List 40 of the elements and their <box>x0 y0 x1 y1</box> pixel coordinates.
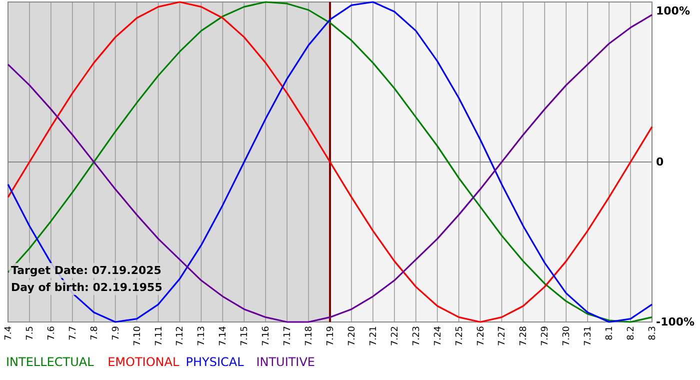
text: EMOTIONAL <box>108 355 180 369</box>
x-tick-label: 7.21 <box>368 326 379 346</box>
x-tick-label: 7.12 <box>176 326 186 346</box>
x-tick-label: 7.30 <box>562 326 572 346</box>
x-tick-label: 7.14 <box>218 326 229 346</box>
x-tick-label: 7.17 <box>283 326 294 346</box>
text: INTUITIVE <box>256 355 316 369</box>
x-tick-label: 7.8 <box>90 326 100 340</box>
x-tick-label: 7.23 <box>412 326 422 346</box>
x-tick-label: 7.31 <box>584 326 594 346</box>
x-tick-label: 7.13 <box>197 326 208 346</box>
x-tick-label: 7.25 <box>454 326 465 346</box>
x-tick-label: 7.4 <box>4 326 14 340</box>
text: INTELLECTUAL <box>6 355 94 369</box>
x-tick-label: 7.29 <box>540 326 551 346</box>
x-tick-label: 7.6 <box>46 326 57 340</box>
x-tick-label: 7.9 <box>111 326 122 340</box>
x-tick-label: 7.10 <box>132 326 143 346</box>
x-tick-label: 7.24 <box>433 326 444 346</box>
x-tick-label: 7.11 <box>154 326 164 346</box>
text: PHYSICAL <box>186 355 244 369</box>
x-tick-label: 8.1 <box>605 326 616 340</box>
x-tick-label: 8.2 <box>626 326 637 340</box>
y-tick-label: 100% <box>656 4 690 18</box>
x-tick-label: 7.5 <box>25 326 36 340</box>
x-tick-label: 7.22 <box>390 326 400 346</box>
x-tick-label: 7.18 <box>304 326 315 346</box>
x-tick-label: 7.7 <box>68 326 78 340</box>
y-tick-label: -100% <box>656 315 695 328</box>
x-tick-label: 7.15 <box>240 326 250 346</box>
x-tick-label: 7.20 <box>347 326 358 346</box>
annotation: Day of birth: 02.19.1955 <box>11 281 162 294</box>
x-tick-label: 7.19 <box>326 326 336 346</box>
annotation: Target Date: 07.19.2025 <box>11 264 162 277</box>
y-tick-label: 0 <box>656 155 664 168</box>
x-tick-label: 7.16 <box>262 326 272 346</box>
x-tick-label: 7.26 <box>476 326 486 346</box>
x-tick-label: 7.27 <box>498 326 508 346</box>
x-tick-label: 7.28 <box>519 326 530 346</box>
x-tick-label: 8.3 <box>648 326 658 340</box>
